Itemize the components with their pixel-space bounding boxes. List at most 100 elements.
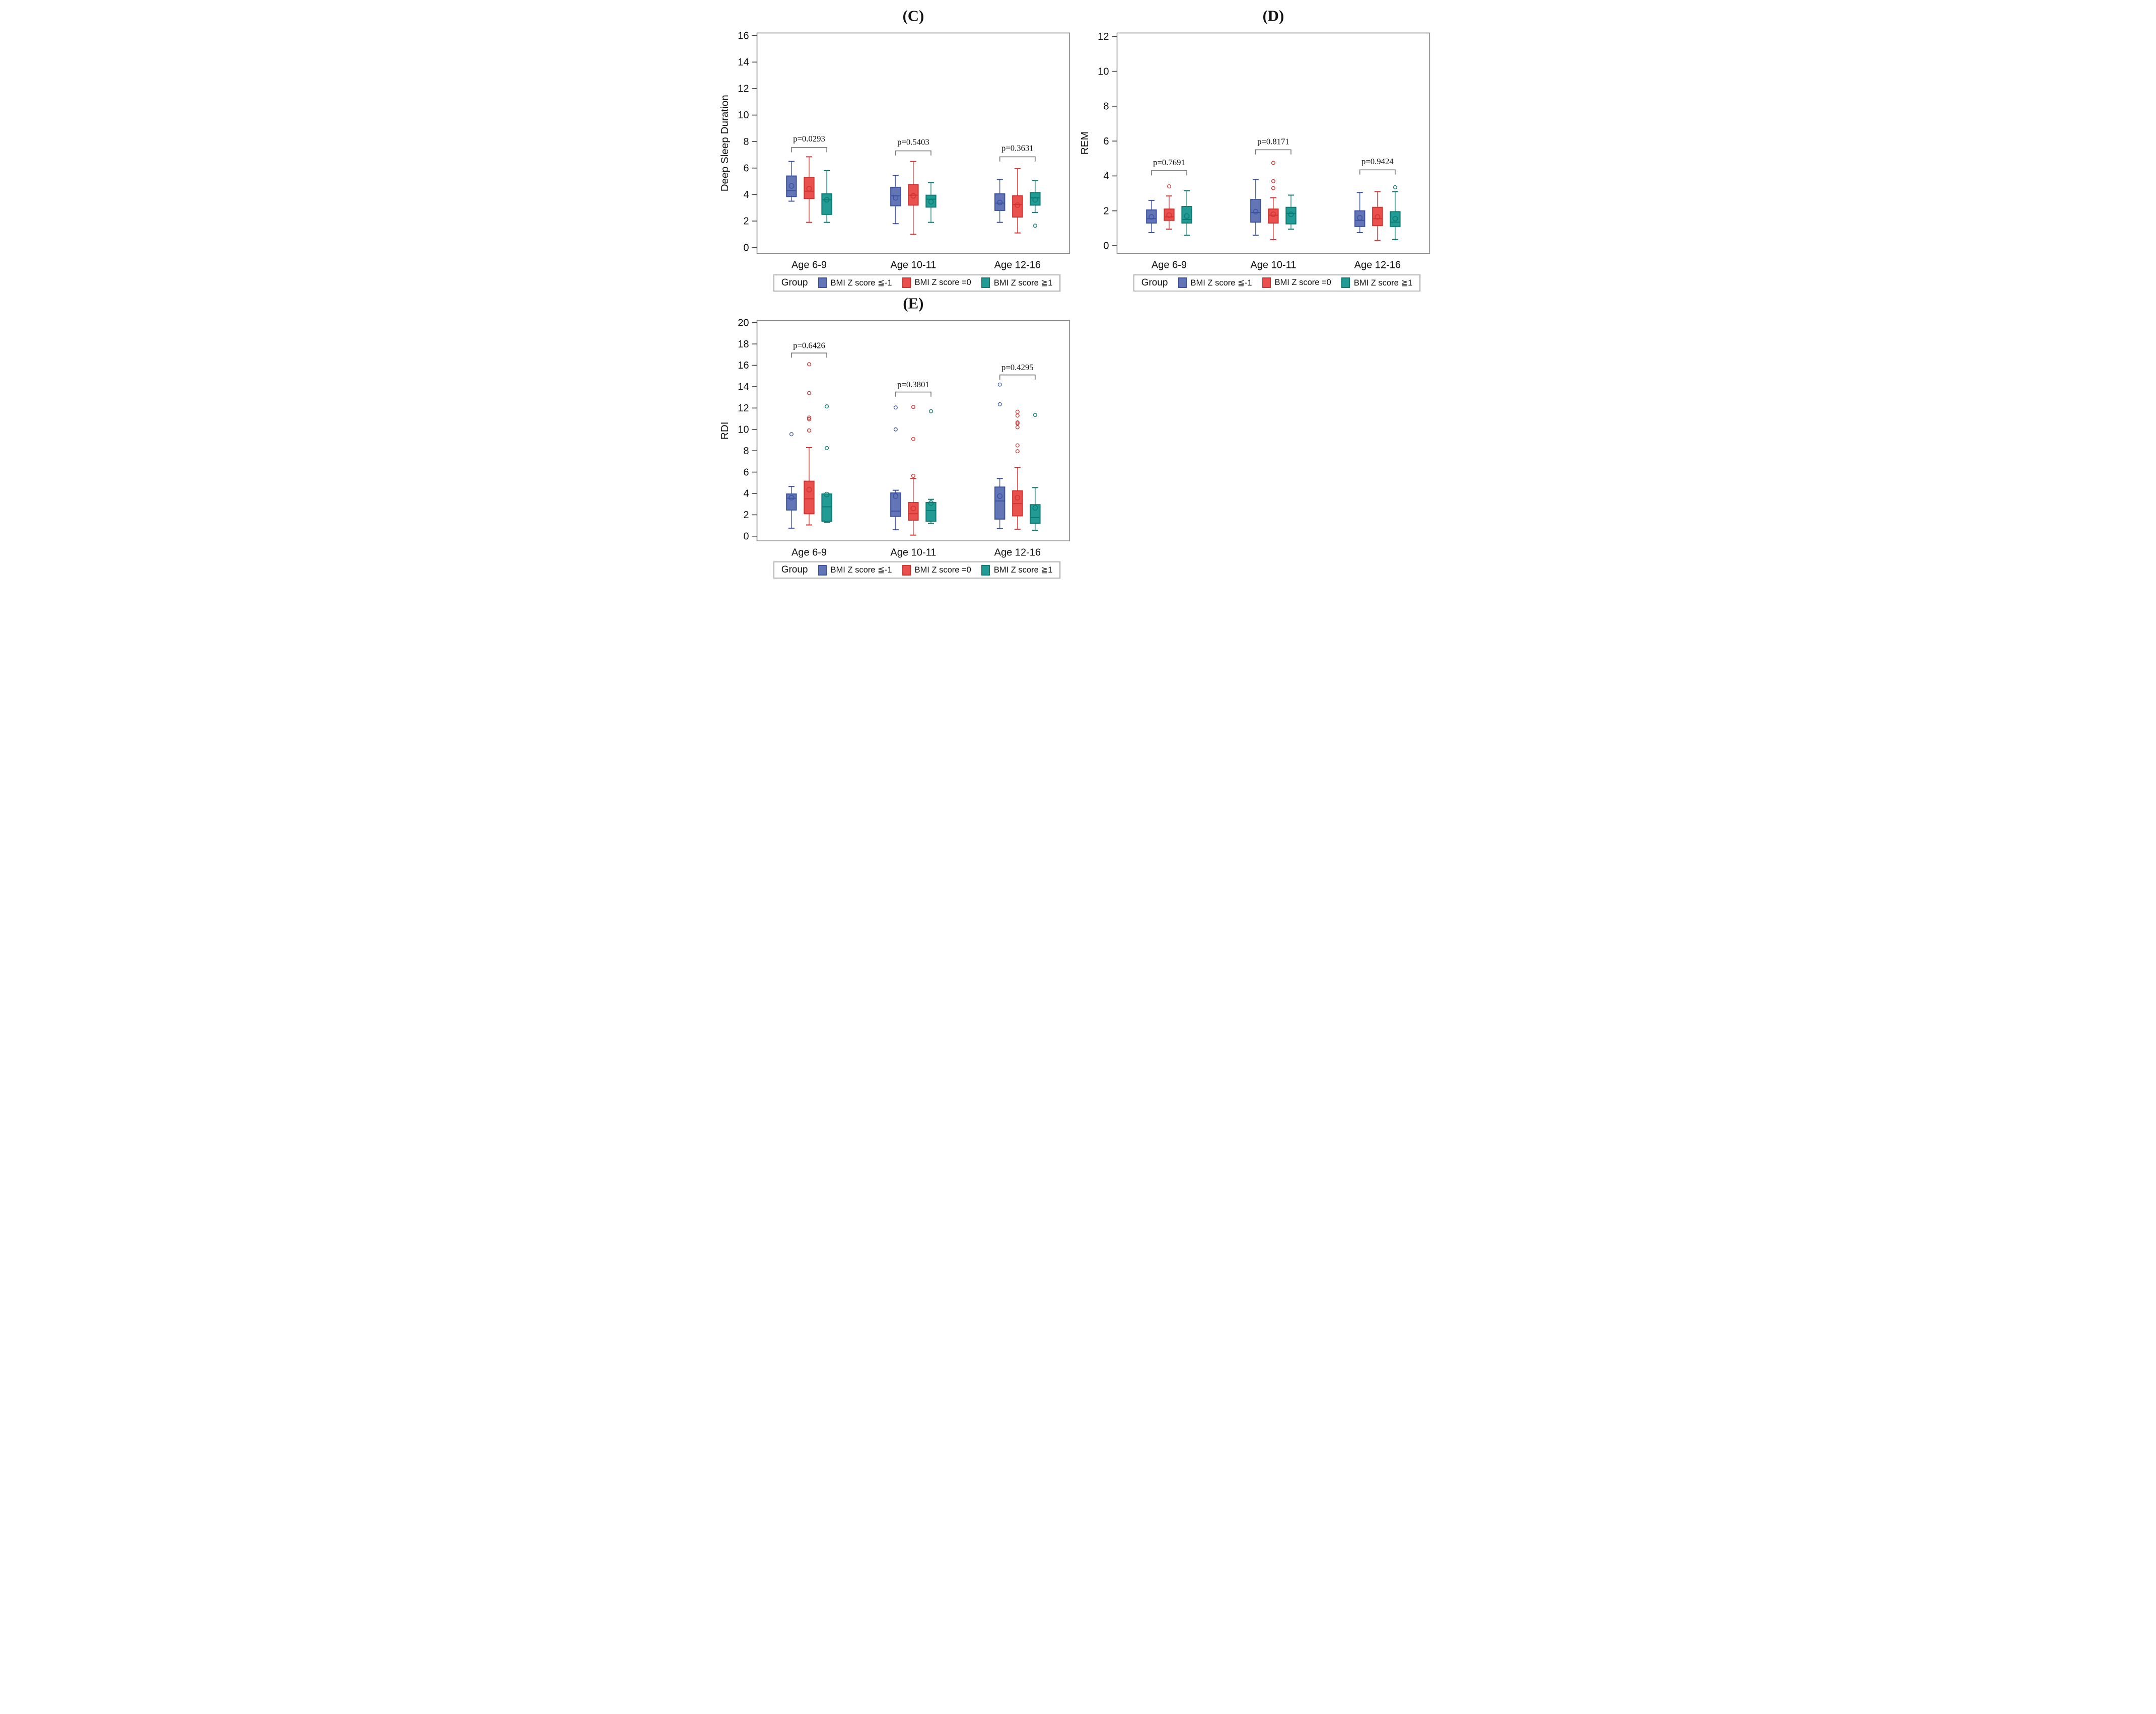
- legend-item-bmi-high: BMI Z score ≧1: [981, 564, 1052, 576]
- box-group-red-2: [1012, 168, 1023, 234]
- legend-C: Group BMI Z score ≦-1 BMI Z score =0 BMI…: [773, 274, 1061, 292]
- iqr-box: [1372, 206, 1383, 227]
- box-group-teal-1: [1285, 194, 1297, 230]
- p-value-bracket: [999, 156, 1036, 162]
- box-group-teal-1: [925, 409, 937, 524]
- legend-swatch-blue: [818, 277, 827, 289]
- y-tick-label: 16: [738, 360, 749, 371]
- iqr-box: [1268, 208, 1279, 224]
- y-tick-label: 14: [738, 57, 749, 68]
- cell-bottom-left: (E) 0 2 4 6 8 10 12 14 16 18 20 RDI Age 6-9 Age 10-11 A…: [718, 292, 1078, 579]
- box-group-red-0: [804, 156, 815, 223]
- outlier-point: [1033, 412, 1037, 417]
- outlier-point: [911, 473, 915, 478]
- box-group-blue-2: [994, 382, 1005, 529]
- outlier-point: [997, 382, 1002, 387]
- legend-item-bmi-high: BMI Z score ≧1: [981, 277, 1052, 289]
- legend-item-bmi-low: BMI Z score ≦-1: [1178, 277, 1252, 289]
- box-group-teal-2: [1030, 180, 1041, 228]
- cell-bottom-right-empty: [1078, 291, 1438, 579]
- y-tick-label: 8: [743, 445, 749, 456]
- legend-wrap-D: Group BMI Z score ≦-1 BMI Z score =0 BMI…: [1078, 274, 1438, 292]
- iqr-box: [908, 502, 919, 521]
- iqr-box: [994, 486, 1005, 520]
- legend-wrap-C: Group BMI Z score ≦-1 BMI Z score =0 BMI…: [718, 274, 1078, 292]
- box-group-blue-1: [890, 405, 901, 530]
- p-value-bracket: [895, 391, 931, 397]
- iqr-box: [821, 493, 832, 522]
- legend-swatch-red: [902, 564, 911, 576]
- legend-item-bmi-zero: BMI Z score =0: [902, 564, 971, 576]
- mean-marker: [997, 493, 1003, 499]
- iqr-box: [1285, 206, 1297, 225]
- cell-top-right: (D) 0 2 4 6 8 10 12 REM Age 6-9 Age 10-11 Age 12-16…: [1078, 4, 1438, 292]
- box-group-blue-2: [994, 179, 1005, 223]
- mean-marker: [824, 491, 830, 497]
- p-value-bracket: [1151, 170, 1187, 176]
- legend-label-bmi-zero: BMI Z score =0: [914, 565, 971, 575]
- y-tick-label: 12: [1098, 31, 1109, 42]
- outlier-point: [893, 427, 898, 432]
- y-tick-label: 16: [738, 30, 749, 41]
- box-group-teal-0: [821, 404, 832, 523]
- iqr-box: [1354, 210, 1366, 227]
- box-group-blue-2: [1354, 192, 1366, 233]
- legend-item-bmi-zero: BMI Z score =0: [1262, 277, 1331, 289]
- y-tick-label: 0: [1103, 241, 1109, 252]
- mean-marker: [1166, 212, 1172, 218]
- mean-marker: [1184, 213, 1190, 219]
- mean-marker: [1032, 197, 1038, 203]
- box-group-teal-1: [925, 182, 937, 223]
- y-tick-label: 6: [1103, 136, 1109, 147]
- mean-marker: [997, 199, 1003, 205]
- p-value-label: p=0.0293: [793, 134, 825, 144]
- cell-top-left: (C) 0 2 4 6 8 10 12 14 16 Deep Sleep Duration Age 6…: [718, 4, 1078, 292]
- mean-marker: [824, 197, 830, 203]
- legend-swatch-teal: [981, 564, 990, 576]
- y-tick-label: 8: [1103, 101, 1109, 112]
- p-value-bracket: [791, 352, 827, 358]
- iqr-box: [1250, 199, 1261, 223]
- y-tick-label: 12: [738, 84, 749, 95]
- p-value-label: p=0.3631: [1001, 144, 1034, 153]
- iqr-box: [1164, 208, 1175, 221]
- y-tick-label: 0: [743, 242, 749, 253]
- mean-marker: [1015, 494, 1021, 501]
- outlier-point: [807, 417, 811, 421]
- iqr-box: [821, 193, 832, 215]
- outlier-point: [807, 362, 811, 366]
- y-tick-label: 6: [743, 467, 749, 478]
- outlier-point: [1271, 161, 1275, 165]
- outlier-point: [1015, 449, 1020, 453]
- mean-marker: [910, 193, 916, 199]
- figure-page: (C) 0 2 4 6 8 10 12 14 16 Deep Sleep Duration Age 6…: [716, 0, 1440, 589]
- iqr-box: [1181, 206, 1192, 224]
- legend-D: Group BMI Z score ≦-1 BMI Z score =0 BMI…: [1133, 274, 1421, 292]
- outlier-point: [825, 404, 829, 408]
- outlier-point: [807, 428, 811, 433]
- y-tick-label: 10: [738, 424, 749, 435]
- outlier-point: [1271, 186, 1275, 190]
- iqr-box: [890, 492, 901, 517]
- p-value-label: p=0.6426: [793, 340, 825, 350]
- iqr-box: [1030, 192, 1041, 206]
- iqr-box: [786, 493, 797, 511]
- outlier-point: [807, 415, 811, 420]
- y-tick-label: 6: [743, 163, 749, 174]
- legend-swatch-red: [1262, 277, 1271, 289]
- p-value-label: p=0.9424: [1361, 157, 1394, 166]
- box-group-red-2: [1012, 409, 1023, 530]
- boxplot-svg-deep-sleep-duration: (C) 0 2 4 6 8 10 12 14 16 Deep Sleep Duration Age 6…: [719, 7, 1070, 271]
- y-tick-label: 4: [1103, 171, 1109, 182]
- box-group-teal-0: [1181, 190, 1192, 236]
- iqr-box: [1146, 209, 1157, 224]
- mean-marker: [788, 183, 795, 189]
- chart-title: (D): [1263, 7, 1284, 24]
- p-value-bracket: [1359, 169, 1396, 175]
- iqr-box: [804, 177, 815, 199]
- outlier-point: [928, 409, 933, 413]
- legend-wrap-E: Group BMI Z score ≦-1 BMI Z score =0 BMI…: [718, 561, 1078, 579]
- iqr-box: [925, 502, 937, 522]
- y-axis-label: REM: [1079, 131, 1091, 155]
- box-group-blue-1: [890, 175, 901, 225]
